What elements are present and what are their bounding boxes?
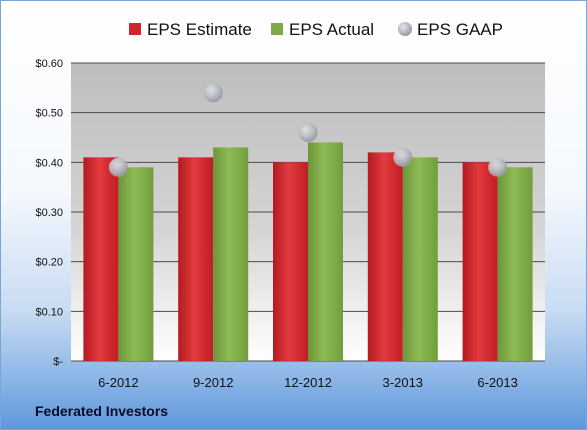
legend-estimate-swatch bbox=[129, 23, 141, 35]
y-tick-label: $0.60 bbox=[35, 58, 63, 70]
eps-actual-bar bbox=[402, 157, 438, 361]
y-tick-label: $- bbox=[53, 356, 63, 368]
legend-actual-swatch bbox=[271, 23, 283, 35]
eps-actual-bar bbox=[308, 142, 343, 361]
eps-estimate-bar bbox=[273, 162, 308, 361]
eps-estimate-bar bbox=[178, 157, 214, 361]
y-tick-label: $0.20 bbox=[35, 257, 63, 269]
y-tick-label: $0.10 bbox=[35, 306, 63, 318]
eps-actual-bar bbox=[213, 147, 249, 361]
eps-estimate-bar bbox=[367, 152, 403, 361]
y-tick-label: $0.50 bbox=[35, 108, 63, 120]
eps-gaap-marker bbox=[203, 83, 223, 103]
x-tick-label: 6-2012 bbox=[98, 375, 138, 390]
legend-estimate-label: EPS Estimate bbox=[147, 20, 252, 39]
legend-gaap-swatch bbox=[398, 22, 412, 36]
x-tick-label: 9-2012 bbox=[193, 375, 233, 390]
eps-gaap-marker bbox=[488, 157, 508, 177]
eps-estimate-bar bbox=[83, 157, 119, 361]
eps-actual-bar bbox=[118, 167, 154, 361]
legend-gaap-label: EPS GAAP bbox=[417, 20, 503, 39]
y-tick-label: $0.40 bbox=[35, 157, 63, 169]
eps-actual-bar bbox=[497, 167, 533, 361]
x-tick-label: 3-2013 bbox=[383, 375, 423, 390]
eps-gaap-marker bbox=[393, 147, 413, 167]
eps-gaap-marker bbox=[298, 123, 318, 143]
eps-estimate-bar bbox=[462, 162, 498, 361]
company-name-footer: Federated Investors bbox=[35, 403, 169, 419]
eps-gaap-marker bbox=[108, 157, 128, 177]
legend-actual-label: EPS Actual bbox=[289, 20, 374, 39]
y-tick-label: $0.30 bbox=[35, 207, 63, 219]
x-tick-label: 12-2012 bbox=[284, 375, 332, 390]
x-tick-label: 6-2013 bbox=[477, 375, 517, 390]
